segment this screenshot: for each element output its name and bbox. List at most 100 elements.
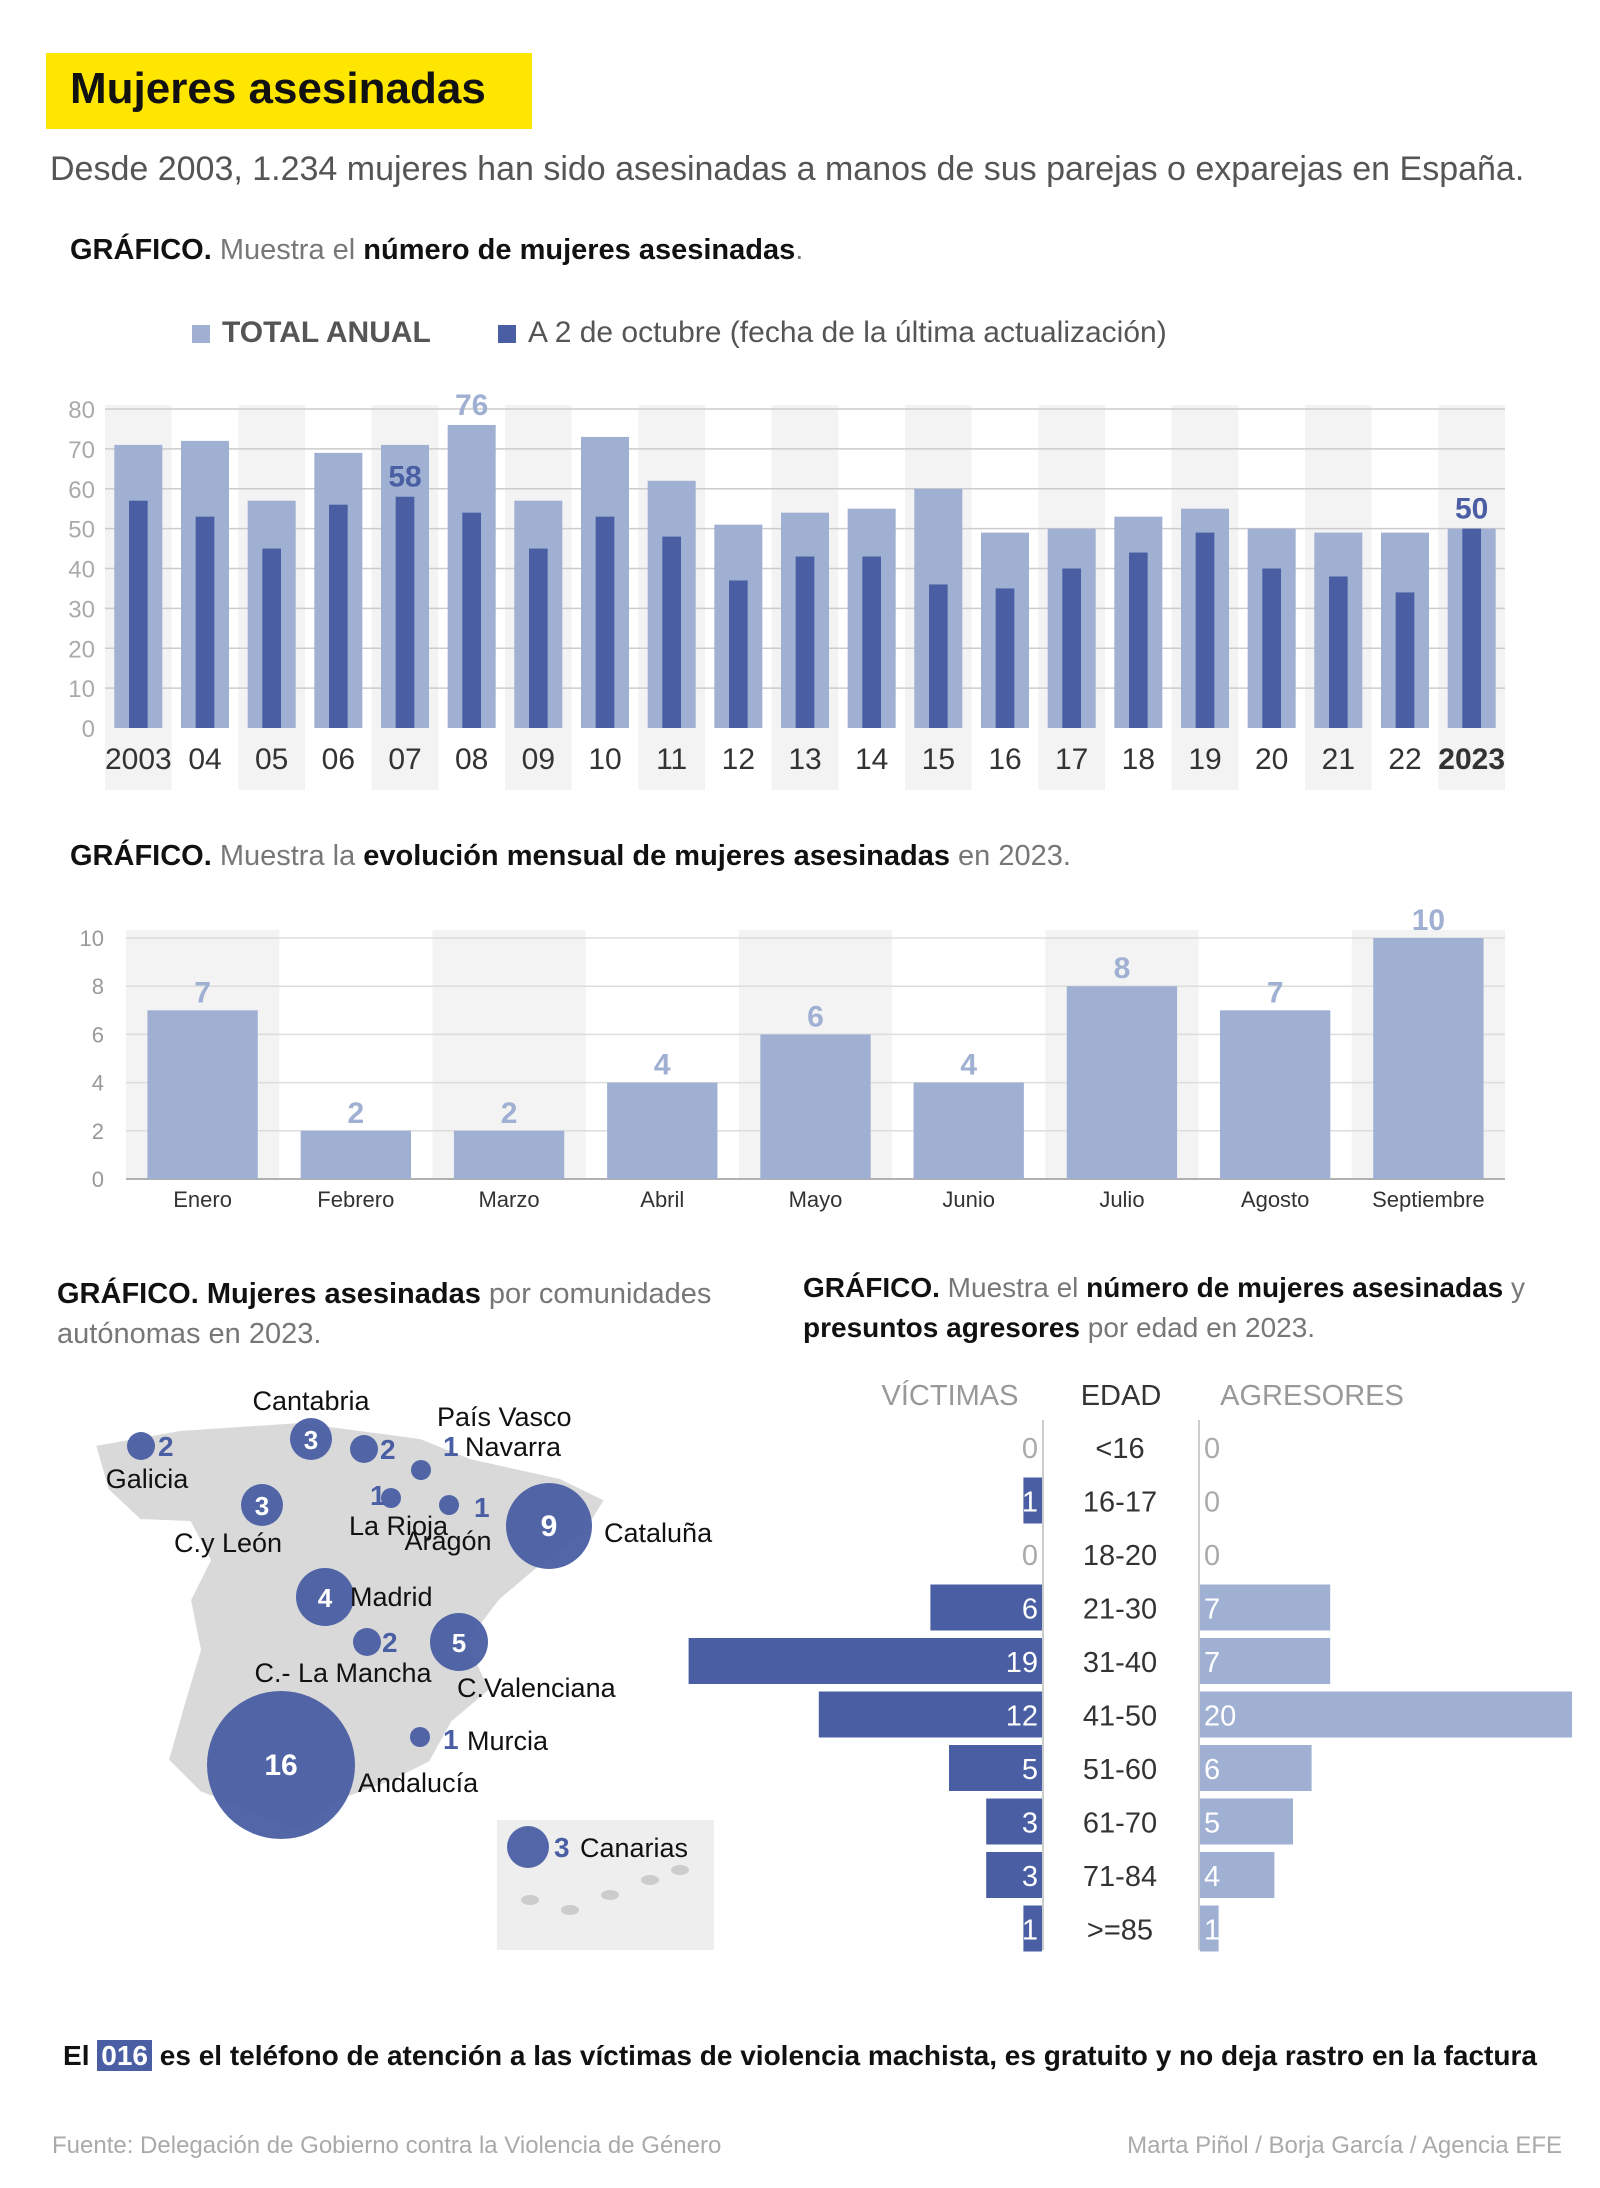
heading-text: Muestra el — [211, 234, 364, 266]
y-tick-label: 4 — [92, 1071, 104, 1096]
heading-text: por comunidades autónomas en 2023. — [57, 1278, 712, 1350]
x-tick-label: Abril — [640, 1187, 684, 1212]
canary-island — [641, 1875, 659, 1885]
aggressors-bar — [1200, 1905, 1219, 1952]
x-tick-label: 11 — [656, 743, 687, 776]
column-header-age: EDAD — [1081, 1380, 1162, 1412]
y-tick-label: 10 — [68, 676, 95, 703]
region-value: 3 — [304, 1425, 318, 1455]
x-tick-label: 18 — [1122, 743, 1155, 776]
partial-bar — [529, 548, 548, 728]
heading-bold: presuntos agresores — [803, 1312, 1080, 1343]
month-bar — [913, 1082, 1024, 1179]
data-label: 4 — [960, 1049, 977, 1082]
aggressors-bar — [1200, 1638, 1331, 1684]
region-bubble — [430, 1613, 488, 1671]
aggressors-bar — [1200, 1798, 1293, 1845]
x-tick-label: 10 — [588, 743, 621, 776]
x-tick-label: 06 — [322, 743, 355, 776]
region-value: 4 — [318, 1583, 333, 1613]
title-highlight — [46, 53, 532, 129]
partial-bar — [1395, 592, 1415, 728]
partial-bar — [1195, 532, 1215, 728]
heading-bold: número de mujeres asesinadas — [1086, 1272, 1504, 1303]
partial-bar — [929, 584, 948, 728]
chart1-heading: GRÁFICO. Muestra el número de mujeres as… — [70, 234, 803, 267]
monthly-bar-chart: 0 2 4 6 8 10 7 Enero 2 Febrero 2 Marzo 4 Abril 6 Mayo 4 J… — [80, 904, 1505, 1212]
helpline-number: 016 — [97, 2040, 152, 2071]
aggressors-value: 0 — [1204, 1487, 1220, 1519]
partial-bar — [995, 588, 1015, 728]
aggressors-value: 0 — [1204, 1540, 1220, 1572]
y-tick-label: 60 — [68, 477, 95, 504]
heading-lead: GRÁFICO. — [70, 840, 212, 872]
heading-text: Muestra el — [939, 1272, 1087, 1303]
data-label: 50 — [1455, 493, 1488, 526]
subtitle: Desde 2003, 1.234 mujeres han sido asesi… — [50, 150, 1525, 188]
victims-value: 3 — [1022, 1808, 1038, 1840]
partial-bar — [1062, 568, 1081, 728]
partial-bar — [662, 536, 681, 728]
annual-bar-chart: 0 10 20 30 40 50 60 70 80 2003 04 05 06 07 08 09 10 11 12 1… — [68, 389, 1505, 790]
month-bar — [300, 1130, 411, 1179]
x-tick-label: 20 — [1255, 743, 1288, 776]
victims-bar — [986, 1798, 1042, 1845]
x-tick-label: 19 — [1188, 743, 1221, 776]
month-bar — [1066, 986, 1178, 1179]
age-label: 71-84 — [1083, 1861, 1157, 1893]
column-header-aggressors: AGRESORES — [1220, 1380, 1404, 1412]
x-tick-label: 05 — [255, 743, 288, 776]
victims-value: 19 — [1006, 1647, 1038, 1679]
canary-island — [521, 1895, 539, 1905]
x-tick-label: 15 — [922, 743, 955, 776]
y-tick-label: 70 — [68, 437, 95, 464]
region-label: Andalucía — [358, 1768, 479, 1798]
legend-label: TOTAL ANUAL — [222, 316, 431, 349]
victims-value: 5 — [1022, 1754, 1038, 1786]
region-bubble — [507, 1826, 549, 1868]
data-label: 2 — [347, 1097, 364, 1130]
heading-text: por edad en 2023. — [1080, 1312, 1316, 1343]
region-label: Navarra — [465, 1432, 562, 1462]
victims-bar — [1023, 1905, 1042, 1952]
victims-value: 0 — [1022, 1540, 1038, 1572]
age-label: 61-70 — [1083, 1808, 1157, 1840]
aggressors-value: 20 — [1204, 1701, 1236, 1733]
x-tick-label: Julio — [1099, 1187, 1144, 1212]
partial-bar — [1329, 576, 1348, 728]
victims-value: 0 — [1022, 1433, 1038, 1465]
age-label: 16-17 — [1083, 1487, 1157, 1519]
heading-text: y — [1503, 1272, 1526, 1303]
y-tick-label: 80 — [68, 397, 95, 424]
age-label: <16 — [1095, 1433, 1144, 1465]
x-tick-label: 08 — [455, 743, 488, 776]
x-tick-label: 21 — [1322, 743, 1355, 776]
canary-island — [671, 1865, 689, 1875]
heading-lead: GRÁFICO. — [70, 234, 212, 266]
y-tick-label: 0 — [82, 716, 95, 743]
region-label: Canarias — [580, 1833, 688, 1863]
data-label: 76 — [455, 389, 488, 422]
month-bar — [1220, 1010, 1331, 1179]
region-value: 1 — [443, 1724, 459, 1755]
y-tick-label: 30 — [68, 596, 95, 623]
heading-text: Muestra la — [211, 840, 364, 872]
source: Fuente: Delegación de Gobierno contra la… — [52, 2132, 722, 2159]
aggressors-bar — [1200, 1691, 1572, 1738]
aggressors-value: 6 — [1204, 1754, 1220, 1786]
x-tick-label: 22 — [1388, 743, 1421, 776]
region-bubble — [353, 1628, 381, 1656]
region-label: C.y León — [174, 1528, 282, 1558]
y-tick-label: 20 — [68, 636, 95, 663]
partial-bar — [329, 504, 348, 728]
legend-swatch — [498, 325, 516, 344]
partial-bar — [1129, 552, 1148, 728]
partial-bar — [129, 500, 148, 728]
data-label: 7 — [194, 976, 211, 1009]
aggressors-value: 4 — [1204, 1861, 1220, 1893]
region-bubble — [290, 1418, 332, 1460]
region-bubble — [241, 1484, 283, 1526]
region-bubble — [381, 1488, 401, 1508]
legend-partial: A 2 de octubre (fecha de la última actua… — [498, 316, 1167, 350]
